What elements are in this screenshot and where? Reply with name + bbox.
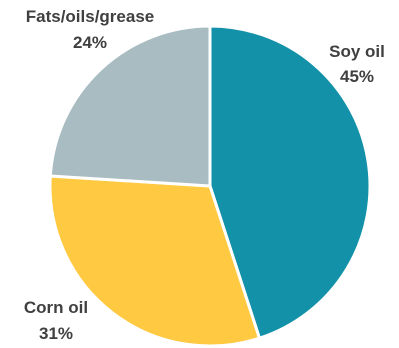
- label-fats-oils-grease: Fats/oils/grease 24%: [26, 7, 155, 52]
- slice-fats-oils-grease: [48, 24, 212, 188]
- pie-slices: [48, 24, 372, 348]
- label-corn-oil: Corn oil 31%: [24, 298, 88, 343]
- label-fats-oils-grease-name: Fats/oils/grease: [26, 7, 155, 26]
- slice-corn-oil: [48, 174, 262, 348]
- label-soy-oil-name: Soy oil: [329, 42, 385, 61]
- label-fats-oils-grease-value: 24%: [73, 33, 107, 52]
- label-corn-oil-name: Corn oil: [24, 298, 88, 317]
- label-corn-oil-value: 31%: [39, 324, 73, 343]
- label-soy-oil: Soy oil 45%: [329, 42, 385, 86]
- label-soy-oil-value: 45%: [340, 67, 374, 86]
- slice-soy-oil: [208, 24, 372, 341]
